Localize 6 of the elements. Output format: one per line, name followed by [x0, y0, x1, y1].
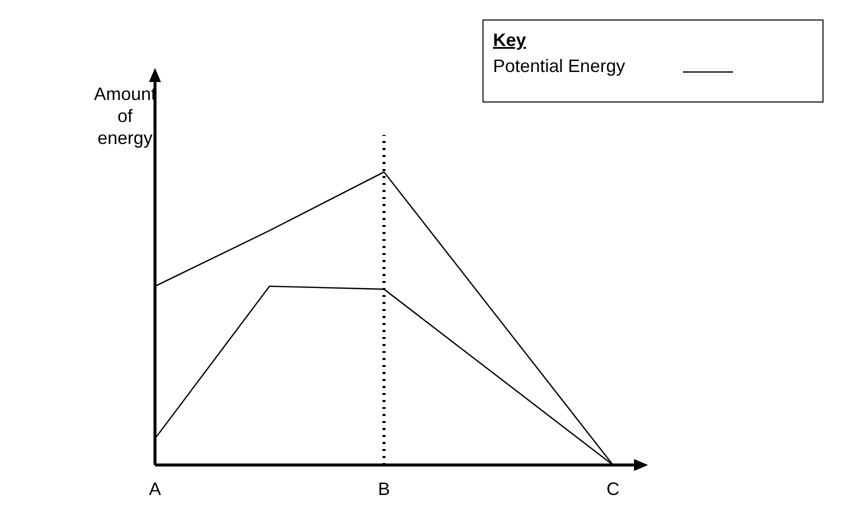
x-tick-label: B — [378, 479, 390, 499]
text: Potential Energy — [493, 56, 626, 76]
y-axis-title: Amount of energy — [94, 84, 156, 148]
x-tick-label: C — [606, 479, 620, 499]
x-tick-label: A — [148, 479, 162, 499]
legend-title: Key — [493, 30, 526, 50]
